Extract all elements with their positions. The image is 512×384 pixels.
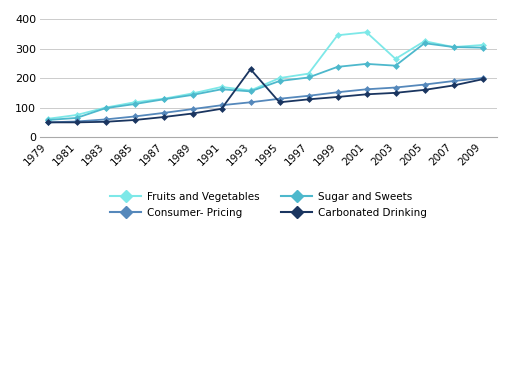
Line: Carbonated Drinking: Carbonated Drinking — [45, 67, 485, 125]
Line: Sugar and Sweets: Sugar and Sweets — [45, 41, 485, 122]
Sugar and Sweets — [219, 87, 225, 92]
Sugar and Sweets — [160, 97, 166, 102]
Consumer- Pricing — [451, 79, 457, 83]
Fruits and Vegetables — [219, 84, 225, 89]
Consumer- Pricing — [392, 85, 398, 90]
Carbonated Drinking — [276, 100, 283, 104]
Carbonated Drinking — [45, 120, 51, 125]
Sugar and Sweets — [247, 89, 253, 94]
Sugar and Sweets — [73, 116, 79, 120]
Carbonated Drinking — [73, 120, 79, 125]
Consumer- Pricing — [102, 117, 109, 122]
Carbonated Drinking — [364, 92, 370, 97]
Carbonated Drinking — [132, 118, 138, 122]
Fruits and Vegetables — [132, 100, 138, 104]
Carbonated Drinking — [219, 106, 225, 111]
Sugar and Sweets — [451, 45, 457, 50]
Consumer- Pricing — [247, 100, 253, 104]
Sugar and Sweets — [189, 93, 196, 97]
Consumer- Pricing — [132, 114, 138, 119]
Fruits and Vegetables — [102, 105, 109, 110]
Line: Consumer- Pricing: Consumer- Pricing — [45, 76, 485, 125]
Carbonated Drinking — [247, 67, 253, 71]
Sugar and Sweets — [392, 63, 398, 68]
Carbonated Drinking — [421, 88, 428, 92]
Consumer- Pricing — [219, 103, 225, 108]
Fruits and Vegetables — [247, 88, 253, 93]
Consumer- Pricing — [73, 119, 79, 124]
Carbonated Drinking — [306, 97, 312, 102]
Fruits and Vegetables — [160, 96, 166, 101]
Consumer- Pricing — [364, 87, 370, 92]
Sugar and Sweets — [102, 106, 109, 111]
Fruits and Vegetables — [189, 91, 196, 96]
Carbonated Drinking — [189, 111, 196, 116]
Sugar and Sweets — [364, 61, 370, 66]
Fruits and Vegetables — [306, 71, 312, 76]
Consumer- Pricing — [421, 82, 428, 87]
Fruits and Vegetables — [421, 39, 428, 43]
Fruits and Vegetables — [45, 116, 51, 121]
Carbonated Drinking — [102, 119, 109, 124]
Consumer- Pricing — [334, 90, 340, 94]
Fruits and Vegetables — [451, 45, 457, 50]
Fruits and Vegetables — [73, 113, 79, 117]
Sugar and Sweets — [421, 41, 428, 46]
Sugar and Sweets — [306, 75, 312, 80]
Consumer- Pricing — [479, 76, 485, 80]
Sugar and Sweets — [334, 65, 340, 69]
Fruits and Vegetables — [276, 76, 283, 80]
Sugar and Sweets — [45, 118, 51, 122]
Carbonated Drinking — [334, 95, 340, 99]
Fruits and Vegetables — [392, 56, 398, 61]
Sugar and Sweets — [132, 102, 138, 106]
Carbonated Drinking — [479, 77, 485, 81]
Consumer- Pricing — [306, 93, 312, 98]
Sugar and Sweets — [479, 45, 485, 50]
Carbonated Drinking — [392, 91, 398, 95]
Sugar and Sweets — [276, 79, 283, 83]
Consumer- Pricing — [45, 120, 51, 125]
Carbonated Drinking — [451, 83, 457, 88]
Consumer- Pricing — [160, 111, 166, 115]
Fruits and Vegetables — [334, 33, 340, 38]
Legend: Fruits and Vegetables, Consumer- Pricing, Sugar and Sweets, Carbonated Drinking: Fruits and Vegetables, Consumer- Pricing… — [110, 192, 428, 218]
Fruits and Vegetables — [479, 43, 485, 47]
Carbonated Drinking — [160, 115, 166, 119]
Consumer- Pricing — [189, 107, 196, 111]
Line: Fruits and Vegetables: Fruits and Vegetables — [45, 30, 485, 121]
Fruits and Vegetables — [364, 30, 370, 35]
Consumer- Pricing — [276, 96, 283, 101]
